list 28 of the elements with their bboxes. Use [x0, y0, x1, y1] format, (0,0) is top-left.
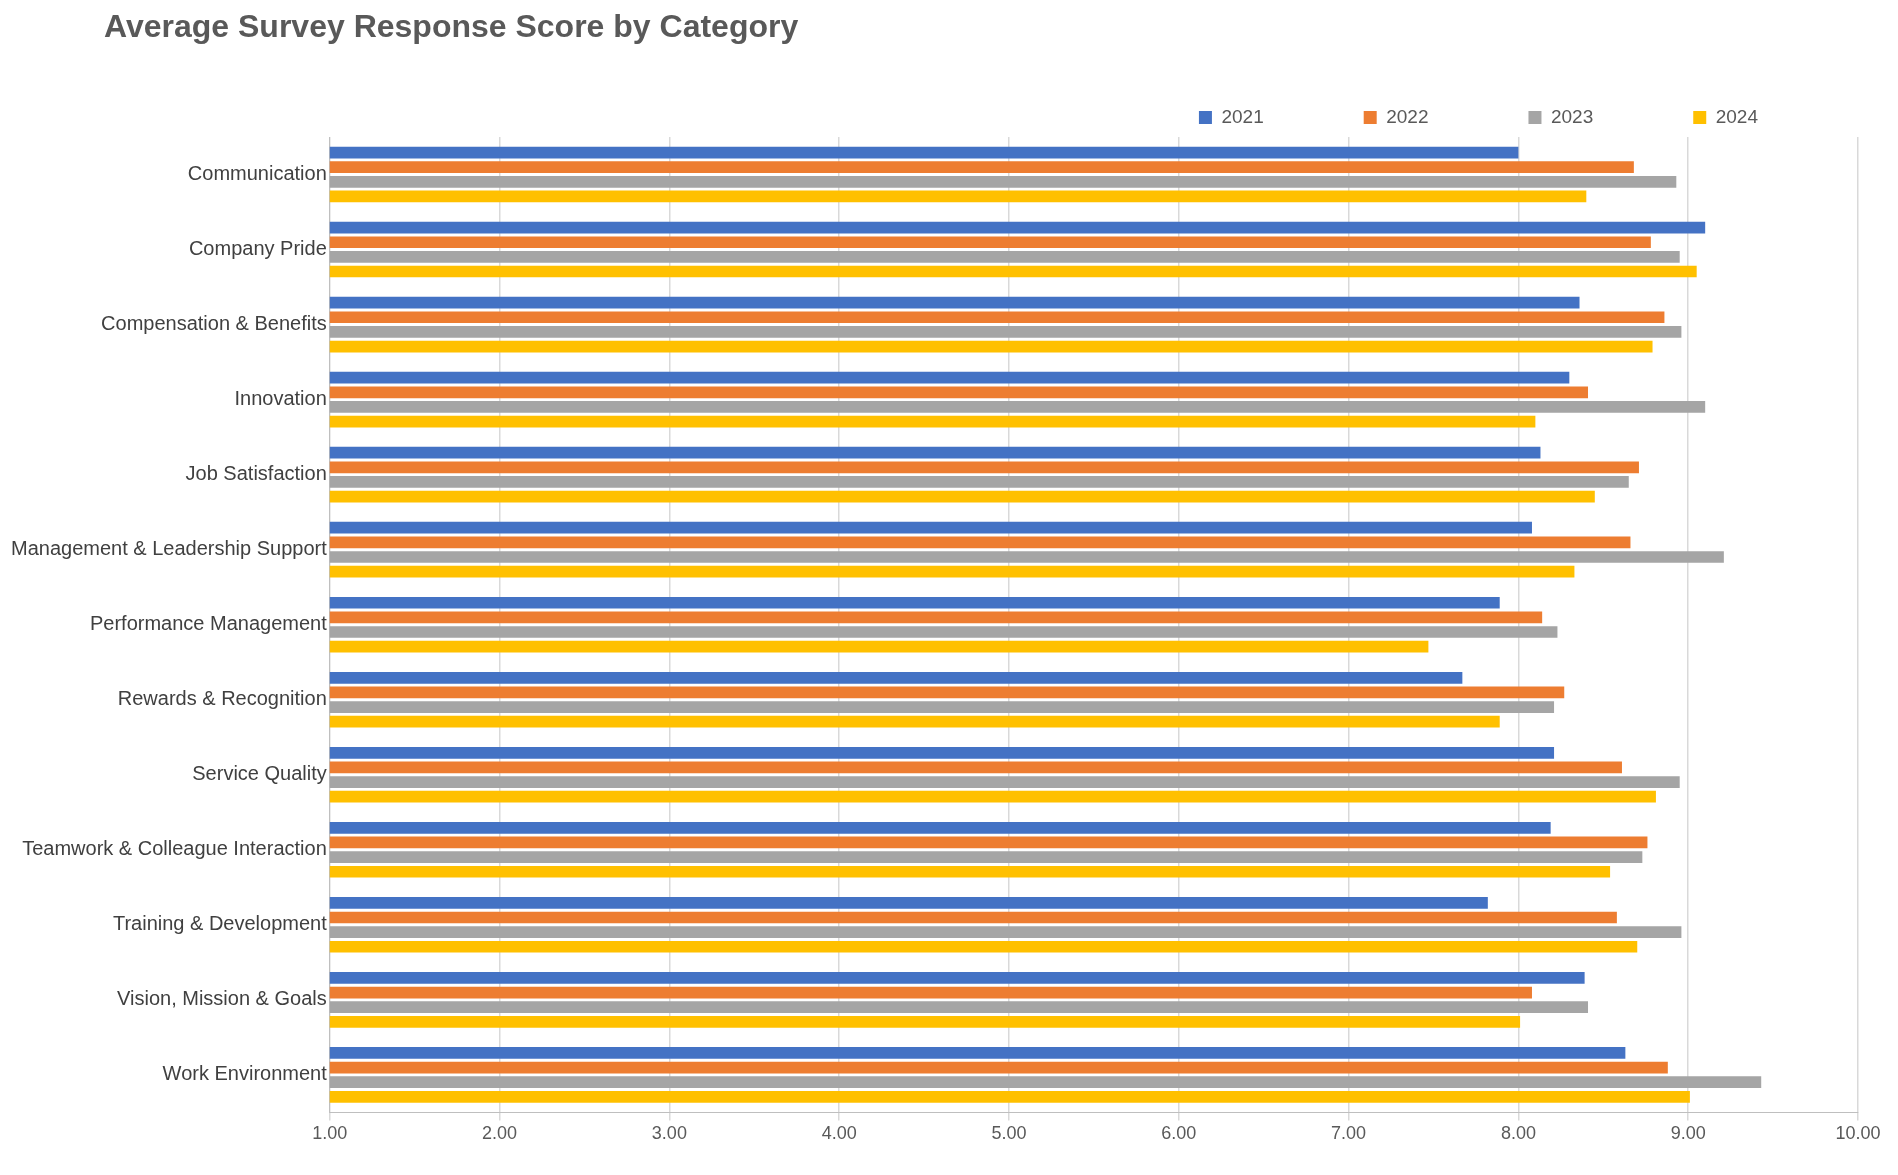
legend-label: 2023 [1550, 105, 1594, 127]
y-tick-label: Compensation & Benefits [101, 312, 327, 335]
y-tick-label: Vision, Mission & Goals [117, 987, 327, 1010]
x-tick-label: 3.00 [651, 1123, 687, 1144]
y-tick-label: Teamwork & Colleague Interaction [22, 837, 327, 860]
x-tick-label: 6.00 [1161, 1123, 1197, 1144]
y-tick-label: Job Satisfaction [185, 462, 327, 485]
legend-label: 2022 [1386, 105, 1429, 127]
x-tick-label: 7.00 [1331, 1123, 1367, 1144]
x-tick-label: 8.00 [1500, 1123, 1536, 1144]
chart-title: Average Survey Response Score by Category [104, 8, 799, 45]
x-tick-label: 10.00 [1835, 1123, 1881, 1144]
legend-label: 2021 [1221, 105, 1264, 127]
legend-label: 2024 [1715, 105, 1759, 127]
x-tick-label: 2.00 [482, 1123, 518, 1144]
y-tick-label: Work Environment [162, 1062, 328, 1085]
y-tick-label: Company Pride [188, 237, 327, 260]
y-tick-label: Innovation [234, 387, 327, 410]
x-tick-label: 1.00 [312, 1123, 348, 1144]
y-tick-label: Rewards & Recognition [117, 687, 327, 710]
x-tick-label: 5.00 [991, 1123, 1027, 1144]
y-tick-label: Training & Development [112, 912, 328, 935]
x-tick-label: 4.00 [821, 1123, 857, 1144]
x-tick-label: 9.00 [1670, 1123, 1706, 1144]
y-tick-label: Management & Leadership Support [11, 537, 328, 560]
y-tick-label: Performance Management [89, 612, 328, 635]
y-tick-label: Service Quality [192, 762, 327, 785]
y-tick-label: Communication [187, 162, 327, 185]
